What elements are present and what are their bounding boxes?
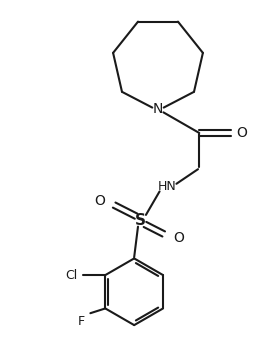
Text: F: F bbox=[78, 315, 85, 327]
Text: O: O bbox=[173, 231, 184, 245]
Text: O: O bbox=[237, 126, 248, 140]
Text: HN: HN bbox=[158, 180, 177, 194]
Text: O: O bbox=[94, 194, 105, 208]
Text: Cl: Cl bbox=[65, 268, 77, 282]
Text: N: N bbox=[153, 102, 163, 116]
Text: S: S bbox=[135, 213, 146, 228]
